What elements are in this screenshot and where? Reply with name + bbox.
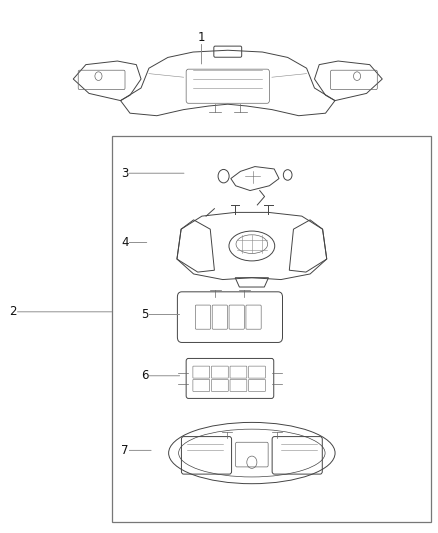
Bar	[112, 136, 431, 522]
Text: 1: 1	[198, 31, 205, 64]
Text: 7: 7	[121, 444, 151, 457]
Text: 2: 2	[9, 305, 112, 318]
Text: 5: 5	[141, 308, 180, 321]
Text: 4: 4	[121, 236, 147, 249]
Text: 3: 3	[121, 167, 184, 180]
Text: 6: 6	[141, 369, 180, 382]
